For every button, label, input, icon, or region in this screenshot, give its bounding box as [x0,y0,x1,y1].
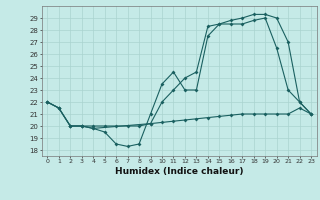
X-axis label: Humidex (Indice chaleur): Humidex (Indice chaleur) [115,167,244,176]
